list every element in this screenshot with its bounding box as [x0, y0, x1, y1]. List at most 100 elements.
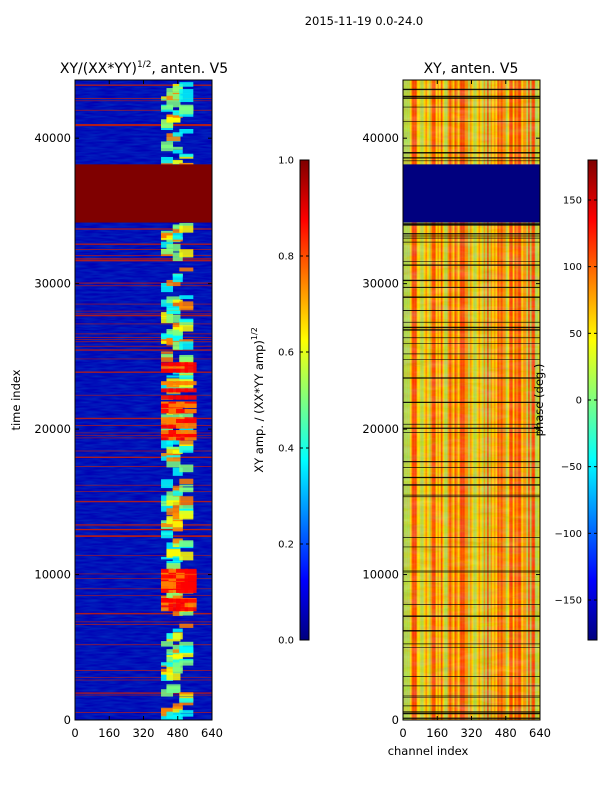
- left-bright-cell: [161, 230, 174, 235]
- left-bright-cell: [179, 496, 194, 506]
- left-bright-cell: [172, 110, 183, 116]
- left-bright-cell: [172, 505, 183, 512]
- left-hot-cell: [161, 568, 174, 573]
- left-bright-cell: [179, 540, 194, 547]
- left-bright-cell: [161, 160, 174, 167]
- left-hot-cell: [176, 584, 189, 589]
- left-bright-cell: [166, 101, 181, 108]
- left-bright-cell: [179, 505, 194, 509]
- left-bright-cell: [179, 104, 194, 109]
- left-bright-cell: [179, 645, 194, 654]
- left-bright-cell: [179, 641, 194, 646]
- axes-right-ticks: 0 160 320 480 640 0 10000 20000 30000 40000: [362, 80, 551, 740]
- left-bright-cell: [172, 324, 183, 330]
- left-bright-cell: [179, 650, 194, 653]
- left-hot-cell: [161, 581, 174, 586]
- left-bright-cell: [172, 329, 183, 335]
- left-bright-cell: [172, 372, 183, 375]
- left-hot-cell: [176, 368, 189, 373]
- left-hot-cell: [176, 388, 189, 393]
- left-bright-cell: [179, 222, 194, 226]
- left-bright-cell: [161, 232, 174, 239]
- left-hot-cell: [176, 365, 189, 370]
- left-hot-cell: [168, 581, 181, 586]
- left-hot-cell: [176, 408, 189, 413]
- right-ytick-label: 20000: [362, 422, 399, 436]
- left-bright-cell: [179, 267, 194, 272]
- left-bright-cell: [179, 484, 194, 487]
- left-hot-cell: [161, 395, 174, 400]
- left-bright-cell: [179, 713, 194, 717]
- left-hot-cell: [161, 388, 174, 393]
- left-bright-cell: [172, 556, 183, 563]
- left-hot-cell: [184, 362, 197, 367]
- right-xtick-label: 640: [529, 726, 551, 740]
- left-bright-cell: [179, 698, 194, 703]
- left-bright-cell: [166, 436, 181, 445]
- left-bright-cell: [172, 467, 183, 476]
- colorbar-phase-label: phase (deg.): [532, 364, 546, 437]
- heatmap-left-saturated-band: [75, 164, 212, 223]
- left-hot-cell: [168, 419, 181, 424]
- left-hot-cell: [168, 365, 181, 370]
- left-bright-cell: [166, 446, 181, 449]
- left-bright-cell: [172, 628, 183, 632]
- left-bright-cell: [161, 530, 174, 539]
- left-bright-cell: [166, 307, 181, 314]
- left-hot-cell: [184, 365, 197, 370]
- left-bright-cell: [161, 312, 174, 318]
- colorbar-phase-tick-label: 150: [563, 196, 582, 207]
- left-bright-cell: [172, 511, 183, 520]
- left-bright-cell: [161, 354, 174, 362]
- left-hot-cell: [168, 424, 181, 429]
- left-bright-cell: [172, 322, 183, 328]
- left-hot-cell: [184, 424, 197, 429]
- x-axis-label: channel index: [388, 744, 469, 758]
- left-hot-cell: [168, 436, 181, 441]
- left-hot-cell: [161, 368, 174, 373]
- left-bright-cell: [172, 656, 183, 660]
- left-hot-cell: [168, 403, 181, 408]
- left-hot-cell: [184, 574, 197, 579]
- left-bright-cell: [166, 560, 181, 565]
- colorbar-amplitude-bar: [299, 159, 310, 641]
- left-ytick-label: 20000: [34, 422, 71, 436]
- left-hot-cell: [168, 368, 181, 373]
- panel-left-title: XY/(XX*YY)1/2, anten. V5: [60, 60, 228, 77]
- left-bright-cell: [172, 590, 183, 596]
- colorbar-phase: −150 −100 −50 0 50 100 150 phase (deg.): [532, 159, 598, 641]
- left-bright-cell: [166, 384, 181, 390]
- left-bright-cell: [179, 325, 194, 332]
- left-bright-cell: [166, 305, 181, 310]
- left-bright-cell: [172, 229, 183, 234]
- left-xtick-label: 640: [201, 726, 223, 740]
- left-hot-cell: [161, 584, 174, 589]
- left-hot-cell: [161, 604, 174, 609]
- left-hot-cell: [168, 601, 181, 606]
- left-bright-cell: [172, 159, 183, 165]
- left-hot-cell: [176, 601, 189, 606]
- left-bright-cell: [172, 662, 183, 671]
- left-hot-cell: [168, 584, 181, 589]
- left-hot-cell: [184, 430, 197, 435]
- left-hot-cell: [176, 432, 189, 437]
- left-hot-cell: [176, 607, 189, 612]
- left-hot-cell: [176, 436, 189, 441]
- colorbar-phase-tick-label: 50: [569, 329, 582, 340]
- left-bright-cell: [166, 453, 181, 462]
- left-hot-cell: [184, 568, 197, 573]
- left-hot-cell: [161, 362, 174, 367]
- left-bright-cell: [172, 538, 183, 544]
- left-bright-cell: [179, 412, 194, 421]
- left-hot-cell: [161, 436, 174, 441]
- left-hot-cell: [184, 607, 197, 612]
- left-bright-cell: [166, 279, 181, 287]
- left-hot-cell: [176, 381, 189, 386]
- left-ytick-label: 40000: [34, 131, 71, 145]
- left-bright-cell: [166, 378, 181, 382]
- colorbar-phase-tick-label: −100: [555, 529, 582, 540]
- colorbar-phase-tick-label: 0: [576, 396, 582, 407]
- right-ytick-label: 10000: [362, 568, 399, 582]
- left-bright-cell: [179, 128, 194, 134]
